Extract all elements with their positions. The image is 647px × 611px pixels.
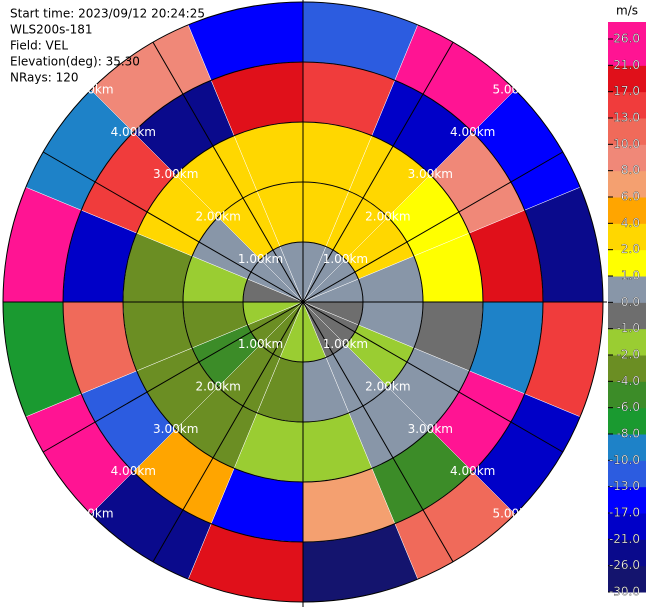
spoke — [152, 41, 304, 303]
colorbar-label: 4.0 — [621, 216, 640, 230]
colorbar-label: -30.0 — [609, 585, 640, 599]
header-line: WLS200s-181 — [10, 23, 93, 37]
range-ring-label: 1.00km — [238, 252, 283, 266]
colorbar-bin — [608, 276, 646, 303]
range-ring-label: 2.00km — [195, 379, 240, 393]
range-ring-label: 5.00km — [68, 82, 113, 96]
colorbar-label: -6.0 — [617, 400, 640, 414]
colorbar-label: -4.0 — [617, 374, 640, 388]
colorbar-bin — [608, 486, 646, 514]
range-ring-label: 1.00km — [323, 337, 368, 351]
spoke — [302, 151, 564, 303]
range-ring — [242, 241, 364, 363]
range-ring-label: 4.00km — [450, 125, 495, 139]
colorbar-label: 2.0 — [621, 242, 640, 256]
colorbar-label: -10.0 — [609, 453, 640, 467]
colorbar-label: -13.0 — [609, 479, 640, 493]
colorbar-label: 0.0 — [621, 295, 640, 309]
colorbar-bin — [608, 565, 646, 593]
range-ring-label: 4.00km — [111, 125, 156, 139]
colorbar-label: -21.0 — [609, 532, 640, 546]
radar-field — [2, 1, 604, 603]
colorbar-label: 21.0 — [613, 58, 640, 72]
colorbar-bin — [608, 460, 646, 488]
header-line: Elevation(deg): 35.30 — [10, 55, 140, 69]
spoke — [302, 301, 564, 453]
range-ring — [182, 181, 424, 423]
colorbar-label: 10.0 — [613, 137, 640, 151]
spoke — [302, 301, 454, 563]
colorbar-label: 13.0 — [613, 111, 640, 125]
header-line: NRays: 120 — [10, 71, 79, 85]
range-ring-label: 3.00km — [408, 422, 453, 436]
colorbar-bin — [608, 223, 646, 251]
range-ring-label: 2.00km — [365, 210, 410, 224]
colorbar-bin — [608, 434, 646, 461]
range-ring-label: 5.00km — [68, 507, 113, 521]
colorbar-cap — [608, 22, 646, 39]
header-line: Start time: 2023/09/12 20:24:25 — [10, 7, 205, 21]
colorbar-label: -2.0 — [617, 348, 640, 362]
colorbar-bin — [608, 539, 646, 567]
range-ring-label: 3.00km — [408, 167, 453, 181]
colorbar-bin — [608, 302, 646, 330]
colorbar-label: 6.0 — [621, 190, 640, 204]
header-line: Field: VEL — [10, 39, 68, 53]
range-ring-label: 5.00km — [492, 507, 537, 521]
range-ring-label: 4.00km — [450, 464, 495, 478]
spoke — [42, 151, 304, 303]
range-ring-label: 5.00km — [492, 82, 537, 96]
colorbar-label: -17.0 — [609, 506, 640, 520]
overlay — [2, 0, 607, 607]
colorbar-bin — [608, 513, 646, 540]
colorbar-bin — [608, 355, 646, 382]
range-ring — [122, 121, 484, 483]
colorbar-label: 26.0 — [613, 32, 640, 46]
colorbar-label: 1.0 — [621, 269, 640, 283]
colorbar-bin — [608, 91, 646, 119]
spoke — [42, 301, 304, 453]
colorbar-bin — [608, 144, 646, 172]
range-ring — [62, 61, 544, 543]
colorbar-bin — [608, 249, 646, 277]
colorbar: m/s -30.0 -26.0 -21.0 -17.0 -13.0 -10.0 -8.0 -6.… — [608, 4, 646, 599]
range-ring-label: 3.00km — [153, 422, 198, 436]
colorbar-bin — [608, 65, 646, 93]
colorbar-bin — [608, 39, 646, 66]
colorbar-label: -26.0 — [609, 558, 640, 572]
range-ring-label: 4.00km — [111, 464, 156, 478]
colorbar-bin — [608, 118, 646, 145]
colorbar-unit: m/s — [616, 4, 638, 18]
labels: 1.00km 1.00km 1.00km 1.00km 2.00km 2.00km 2.00… — [10, 7, 538, 521]
spoke — [302, 41, 454, 303]
range-ring-label: 2.00km — [195, 210, 240, 224]
colorbar-bin — [608, 407, 646, 435]
colorbar-label: -1.0 — [617, 321, 640, 335]
range-ring — [2, 1, 604, 603]
range-ring-label: 2.00km — [365, 379, 410, 393]
range-ring-label: 1.00km — [323, 252, 368, 266]
colorbar-label: -8.0 — [617, 427, 640, 441]
range-ring-label: 3.00km — [153, 167, 198, 181]
colorbar-label: 17.0 — [613, 84, 640, 98]
spoke — [152, 301, 304, 563]
colorbar-label: 8.0 — [621, 163, 640, 177]
range-ring-label: 1.00km — [238, 337, 283, 351]
colorbar-bin — [608, 170, 646, 198]
colorbar-bin — [608, 381, 646, 409]
colorbar-bin — [608, 328, 646, 356]
colorbar-bin — [608, 197, 646, 224]
